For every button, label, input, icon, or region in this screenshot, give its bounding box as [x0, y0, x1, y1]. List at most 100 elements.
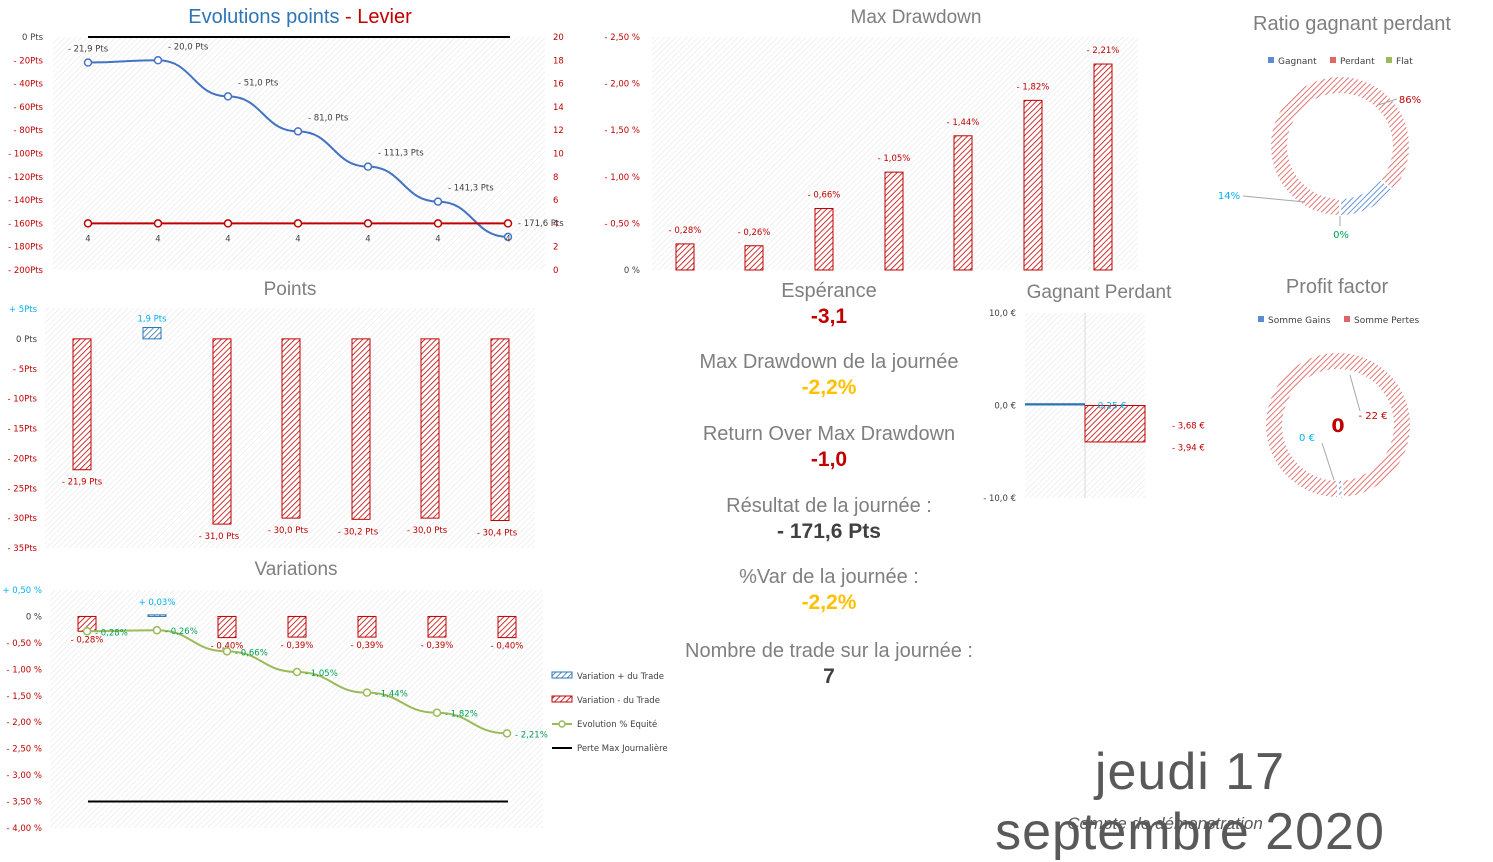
- variation-bar-label: - 0,39%: [351, 641, 384, 651]
- y-tick: - 15Pts: [8, 425, 38, 435]
- mdd-value: -2,2%: [801, 376, 857, 399]
- loss-bar: [1084, 405, 1146, 443]
- legend-swatch-negative: [551, 695, 573, 703]
- label-gains: 0 €: [1299, 433, 1315, 444]
- equity-data-label: - 1,05%: [305, 669, 338, 679]
- points-data-label: - 30,0 Pts: [407, 526, 448, 536]
- equity-marker: [222, 647, 232, 656]
- points-data-label: - 111,3 Pts: [378, 149, 424, 159]
- y-tick: - 1,00 %: [7, 665, 42, 675]
- y-tick: 0 %: [26, 612, 42, 622]
- y-tick: - 5Pts: [13, 365, 38, 375]
- levier-series-marker: [433, 219, 443, 228]
- legend-swatch: [1344, 316, 1350, 322]
- levier-series-marker: [223, 219, 233, 228]
- account-name: Compte de démonstration: [1067, 814, 1263, 833]
- esperance-block: Espérance -3,1: [729, 280, 929, 329]
- points-chart: + 5Pts 0 Pts - 5Pts - 10Pts - 15Pts - 20Pts - …: [8, 305, 518, 554]
- y-tick-left: - 100Pts: [8, 150, 43, 160]
- points-data-label: - 31,0 Pts: [199, 532, 240, 542]
- points-bar-negative: [351, 338, 371, 520]
- points-title: Points: [264, 279, 317, 300]
- y-tick: - 10Pts: [8, 395, 38, 405]
- legend-swatch-positive: [551, 671, 573, 679]
- y-tick: - 2,00 %: [7, 718, 42, 728]
- legend-label: Variation + du Trade: [577, 672, 664, 682]
- drawdown-bar: [953, 135, 973, 271]
- equity-marker: [82, 627, 92, 636]
- drawdown-data-label: - 0,28%: [669, 226, 702, 236]
- y-tick: 0,0 €: [994, 402, 1016, 412]
- legend-label: Perte Max Journalière: [577, 743, 668, 754]
- evolution-title: Evolutions points - Levier: [188, 6, 412, 28]
- gain-bar: [1025, 403, 1085, 406]
- y-tick-left: - 80Pts: [14, 126, 44, 136]
- slice-pertes: [1264, 351, 1412, 500]
- y-tick: - 4,00 %: [7, 824, 42, 834]
- drawdown-chart: - 2,50 % - 2,00 % - 1,50 % - 1,00 % - 0,50 %…: [605, 33, 1120, 276]
- legend-label: Perdant: [1340, 57, 1375, 67]
- legend-label: Evolution % Equité: [577, 719, 657, 730]
- romd-value: -1,0: [810, 448, 848, 471]
- y-tick-right: 14: [553, 103, 564, 113]
- points-data-label: - 30,2 Pts: [338, 527, 379, 537]
- profit-factor-title: Profit factor: [1286, 276, 1389, 298]
- legend-swatch: [1330, 57, 1336, 63]
- drawdown-data-label: - 1,05%: [878, 154, 911, 164]
- points-bar-positive: [142, 327, 162, 340]
- ratio-chart: Gagnant Perdant Flat 14% 86% 0%: [1218, 57, 1421, 241]
- drawdown-bar: [744, 245, 764, 271]
- romd-block: Return Over Max Drawdown -1,0: [679, 423, 979, 472]
- legend-label: Somme Gains: [1268, 316, 1331, 326]
- points-data-label: 1,9 Pts: [137, 315, 167, 325]
- y-tick: - 3,50 %: [7, 798, 42, 808]
- label-perdant: 86%: [1399, 95, 1421, 106]
- mdd-block: Max Drawdown de la journée -2,2%: [679, 351, 979, 400]
- y-tick: 0 Pts: [16, 335, 38, 345]
- y-tick: - 1,00 %: [605, 173, 640, 183]
- variation-bar-negative: [217, 615, 237, 639]
- points-series-marker: [433, 197, 443, 206]
- y-tick: - 0,50 %: [7, 639, 42, 649]
- variation-bar-label: - 0,40%: [211, 642, 244, 652]
- y-tick-left: - 180Pts: [8, 243, 43, 253]
- y-tick: - 25Pts: [8, 484, 38, 494]
- y-tick: - 2,00 %: [605, 80, 640, 90]
- variation-bar-label: - 0,28%: [71, 635, 104, 645]
- points-bar-negative: [281, 338, 301, 519]
- y-tick-right: 4: [553, 219, 558, 229]
- levier-series-marker: [293, 219, 303, 228]
- levier-data-label: 4: [365, 234, 370, 244]
- variations-title: Variations: [254, 559, 337, 580]
- variation-bar-negative: [427, 615, 447, 638]
- y-tick-left: - 160Pts: [8, 219, 43, 229]
- leader-gains: [1321, 442, 1335, 481]
- points-bar-negative: [72, 338, 92, 471]
- drawdown-bar: [1093, 63, 1113, 271]
- points-data-label: - 20,0 Pts: [168, 42, 209, 52]
- points-bar-negative: [490, 338, 510, 522]
- points-data-label: - 141,3 Pts: [448, 184, 494, 194]
- equity-data-label: - 0,28%: [95, 628, 128, 638]
- levier-data-label: 4: [85, 234, 90, 244]
- equity-marker: [152, 625, 162, 635]
- leader-gagnant: [1242, 195, 1306, 203]
- y-tick-left: - 60Pts: [14, 103, 44, 113]
- equity-data-label: - 2,21%: [515, 730, 548, 740]
- drawdown-bar: [675, 243, 695, 271]
- points-data-label: - 51,0 Pts: [238, 78, 279, 88]
- drawdown-bar: [1023, 99, 1043, 271]
- label-gagnant: 14%: [1218, 191, 1240, 202]
- points-bar-negative: [420, 338, 440, 519]
- slice-perdant: [1269, 75, 1412, 218]
- loss-label: - 3,94 €: [1172, 444, 1205, 454]
- points-series-marker: [83, 58, 93, 67]
- drawdown-bar: [884, 171, 904, 271]
- points-series-marker: [503, 232, 513, 242]
- y-tick: - 2,50 %: [605, 33, 640, 43]
- drawdown-data-label: - 2,21%: [1087, 46, 1120, 56]
- y-tick-right: 8: [553, 173, 558, 183]
- equity-data-label: - 1,82%: [445, 710, 478, 720]
- legend-label: Gagnant: [1278, 57, 1317, 67]
